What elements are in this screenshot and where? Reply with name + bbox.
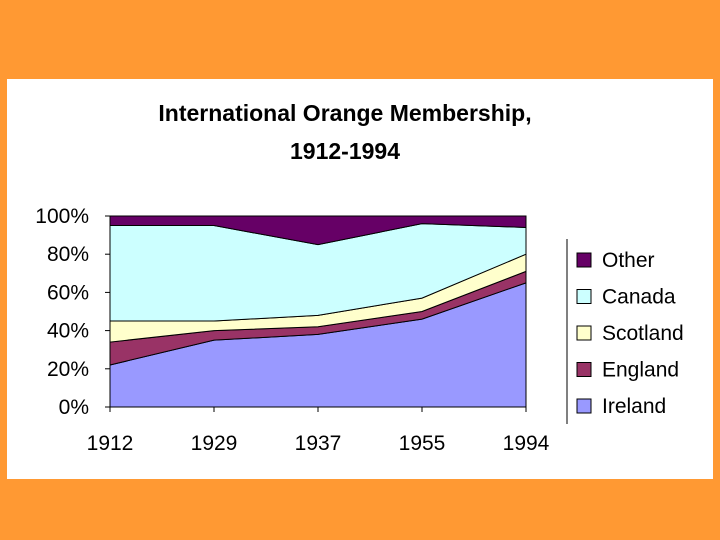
legend-label-england: England xyxy=(602,359,679,382)
plot-area xyxy=(109,215,527,408)
y-tick-label: 80% xyxy=(47,243,89,266)
y-tick-label: 60% xyxy=(47,281,89,304)
legend-swatch-england xyxy=(576,362,592,377)
y-tick-label: 20% xyxy=(47,358,89,381)
area-other xyxy=(109,215,527,246)
legend-label-ireland: Ireland xyxy=(602,395,666,418)
x-tick-label: 1937 xyxy=(295,432,342,455)
y-tick-label: 0% xyxy=(59,396,89,419)
legend-swatch-other xyxy=(576,252,592,268)
axes: 100% 80% 60% 40% 20% 0% 1912 1929 1937 1955 1994 xyxy=(35,205,549,455)
legend: Other Canada Scotland England Ireland xyxy=(566,239,684,424)
legend-label-other: Other xyxy=(602,249,655,272)
x-tick-label: 1912 xyxy=(87,432,134,455)
legend-swatch-scotland xyxy=(576,325,592,341)
legend-label-canada: Canada xyxy=(602,286,676,309)
legend-swatch-canada xyxy=(576,289,592,304)
x-tick-label: 1955 xyxy=(399,432,446,455)
x-tick-label: 1994 xyxy=(503,432,550,455)
chart-panel: International Orange Membership, 1912-19… xyxy=(7,79,713,479)
chart-subtitle: 1912-1994 xyxy=(290,138,400,164)
area-chart: International Orange Membership, 1912-19… xyxy=(35,100,684,455)
chart-title: International Orange Membership, xyxy=(158,100,531,126)
x-tick-label: 1929 xyxy=(191,432,238,455)
y-tick-label: 40% xyxy=(47,320,89,343)
legend-swatch-ireland xyxy=(576,398,592,414)
legend-label-scotland: Scotland xyxy=(602,322,684,345)
y-tick-label: 100% xyxy=(35,205,89,228)
